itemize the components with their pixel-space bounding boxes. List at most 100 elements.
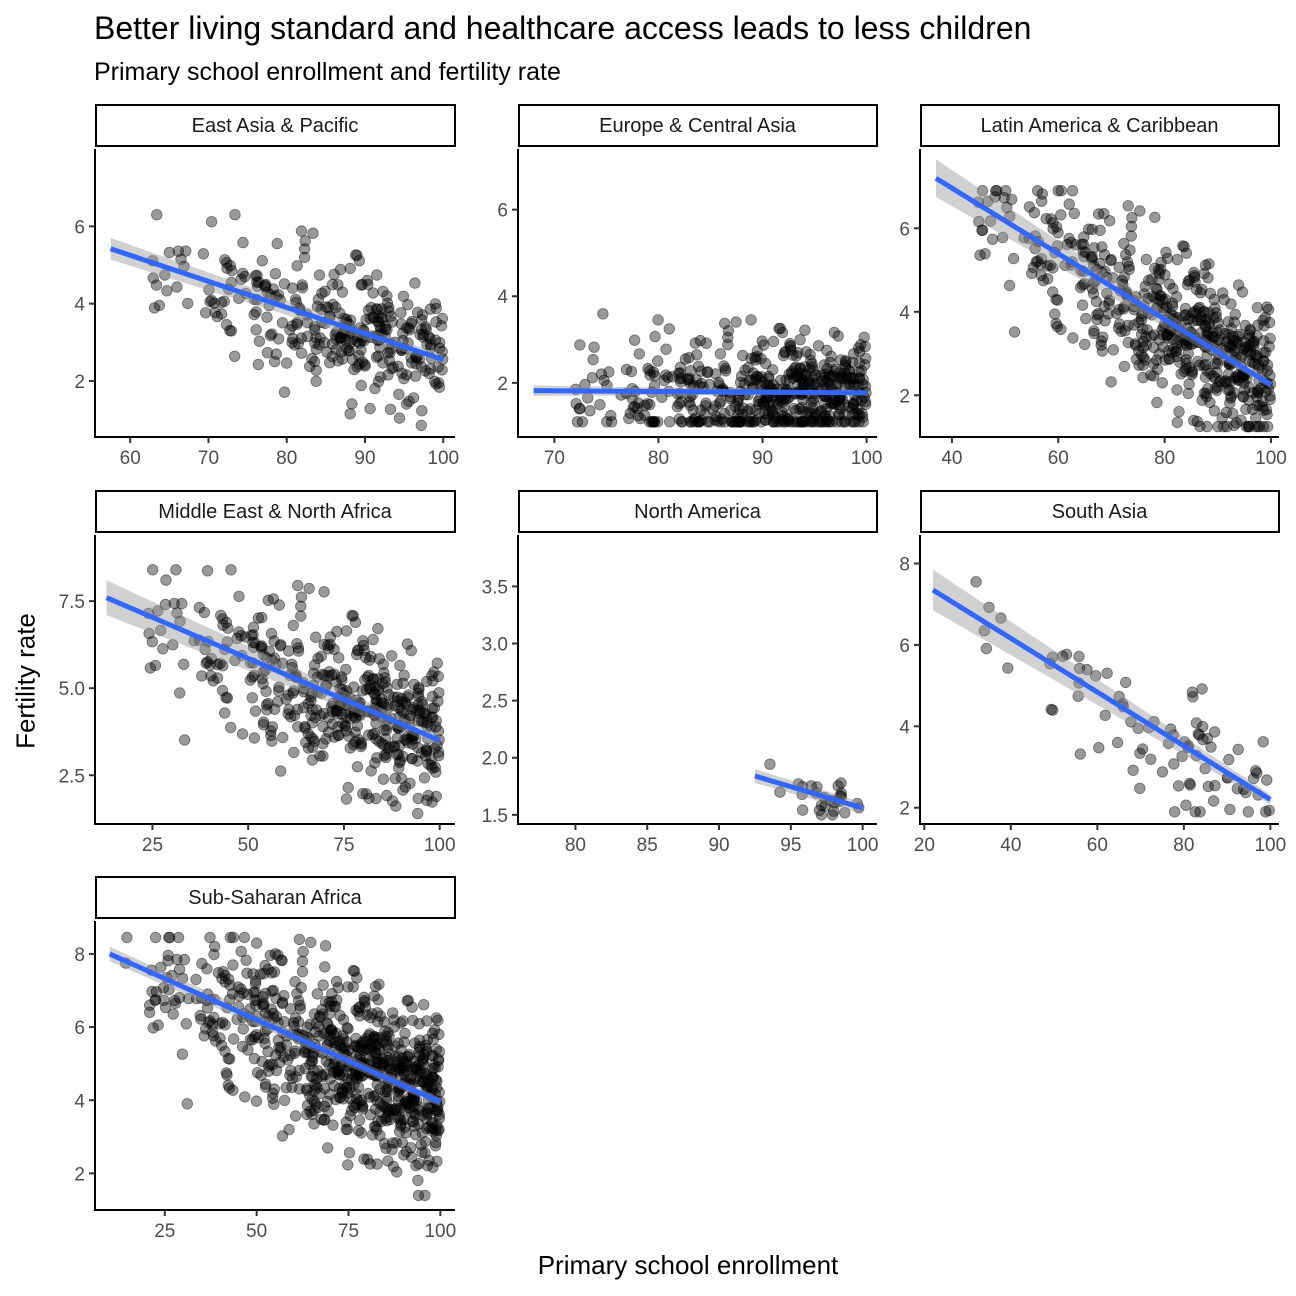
data-point: [1210, 311, 1223, 323]
data-point: [308, 659, 321, 671]
data-point: [208, 297, 220, 309]
data-point: [843, 366, 856, 378]
facet-strip-label: Middle East & North Africa: [158, 501, 392, 523]
points: [142, 564, 445, 820]
data-point: [1188, 271, 1201, 284]
data-point: [848, 348, 860, 360]
data-point: [417, 707, 430, 719]
data-point: [733, 413, 746, 425]
data-point: [824, 378, 836, 390]
data-point: [1049, 308, 1061, 320]
data-point: [220, 1067, 233, 1079]
data-point: [1159, 293, 1172, 306]
data-point: [1093, 742, 1105, 754]
data-point: [283, 1123, 295, 1136]
data-point: [1068, 207, 1081, 220]
data-point: [1227, 339, 1239, 352]
data-point: [1086, 251, 1099, 263]
data-point: [321, 346, 333, 358]
data-point: [382, 347, 394, 359]
data-point: [417, 331, 429, 343]
data-point: [1222, 368, 1235, 380]
data-point: [1102, 308, 1114, 320]
x-tick-label: 70: [198, 448, 219, 469]
data-point: [828, 326, 841, 339]
data-point: [990, 184, 1002, 197]
data-point: [220, 319, 233, 331]
data-point: [1211, 384, 1223, 397]
data-point: [719, 317, 731, 330]
data-point: [1149, 292, 1161, 304]
data-point: [802, 377, 815, 390]
data-point: [190, 973, 202, 986]
data-point: [1204, 367, 1216, 380]
data-point: [227, 1033, 240, 1045]
data-point: [1205, 741, 1217, 753]
data-point: [322, 639, 334, 652]
data-point: [1115, 325, 1128, 338]
data-point: [432, 361, 444, 373]
data-point: [976, 224, 989, 237]
data-point: [312, 293, 325, 306]
data-point: [842, 378, 855, 391]
data-point: [1257, 314, 1269, 327]
data-point: [278, 386, 291, 398]
data-point: [1159, 269, 1171, 281]
data-point: [989, 191, 1001, 203]
data-point: [757, 397, 769, 410]
data-point: [318, 336, 331, 349]
data-point: [1000, 184, 1012, 197]
data-point: [1201, 326, 1213, 338]
data-point: [1137, 371, 1149, 384]
data-point: [1252, 319, 1264, 331]
data-point: [1080, 312, 1092, 325]
data-point: [809, 369, 822, 381]
data-point: [1170, 345, 1183, 358]
data-point: [1192, 728, 1205, 740]
data-point: [1041, 260, 1054, 272]
data-point: [1200, 387, 1212, 400]
data-point: [847, 373, 860, 385]
data-point: [976, 224, 988, 236]
data-point: [407, 1014, 419, 1027]
data-point: [1227, 330, 1239, 343]
data-point: [353, 337, 366, 349]
data-point: [627, 402, 639, 414]
data-point: [984, 215, 997, 227]
data-point: [856, 407, 868, 420]
data-point: [322, 726, 335, 738]
data-point: [685, 365, 697, 377]
data-point: [1223, 384, 1236, 396]
data-point: [358, 994, 371, 1007]
data-point: [301, 1021, 314, 1034]
data-point: [347, 353, 359, 366]
data-point: [233, 590, 245, 603]
data-point: [296, 966, 309, 978]
data-point: [732, 397, 744, 409]
data-point: [267, 283, 280, 295]
data-point: [1180, 339, 1193, 352]
data-point: [1076, 299, 1089, 311]
data-point: [1170, 345, 1182, 358]
data-point: [750, 374, 762, 386]
data-point: [434, 337, 446, 349]
data-point: [1252, 362, 1265, 375]
data-point: [1153, 274, 1165, 286]
data-point: [380, 733, 392, 745]
data-point: [290, 296, 302, 309]
data-point: [274, 640, 287, 652]
data-point: [1226, 408, 1239, 420]
data-point: [1250, 412, 1262, 424]
data-point: [1201, 364, 1213, 377]
data-point: [1099, 709, 1111, 722]
data-point: [305, 1070, 318, 1083]
data-point: [420, 323, 432, 335]
data-point: [335, 334, 348, 347]
data-point: [431, 1104, 444, 1116]
data-point: [154, 624, 167, 637]
data-point: [250, 306, 262, 318]
data-point: [644, 398, 656, 411]
data-point: [338, 312, 350, 325]
data-point: [815, 369, 827, 382]
data-point: [368, 312, 380, 324]
